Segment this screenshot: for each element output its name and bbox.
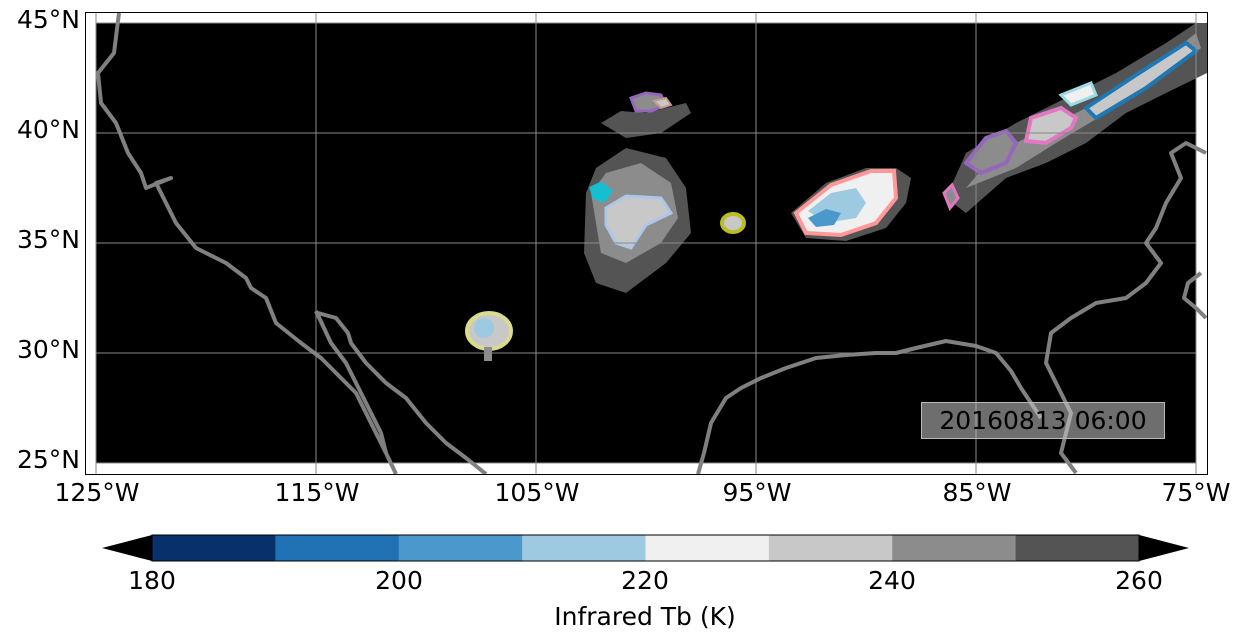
lon-label-85: 85°W (942, 478, 1012, 507)
gridlines (95, 13, 1197, 474)
colorbar-tick-220: 220 (621, 566, 669, 595)
colorbar-segment (1015, 535, 1140, 561)
lat-label-45: 45°N (16, 5, 80, 34)
colorbar-segment (275, 535, 400, 561)
colorbar-segment (522, 535, 647, 561)
colorbar-segment (892, 535, 1017, 561)
lon-label-115: 115°W (274, 478, 360, 507)
colorbar-segment (152, 535, 276, 561)
colorbar-segment (645, 535, 770, 561)
lat-label-35: 35°N (16, 225, 80, 254)
lat-label-30: 30°N (16, 335, 80, 364)
lon-label-105: 105°W (494, 478, 580, 507)
lat-label-25: 25°N (16, 445, 80, 474)
colorbar-tick-200: 200 (375, 566, 423, 595)
lon-label-95: 95°W (722, 478, 792, 507)
map-panel (85, 12, 1208, 475)
cloud-contours (465, 23, 1207, 361)
colorbar-label: Infrared Tb (K) (554, 602, 736, 631)
colorbar-under-arrow (102, 535, 152, 561)
lat-label-40: 40°N (16, 115, 80, 144)
colorbar-segment (768, 535, 893, 561)
colorbar-segment (398, 535, 523, 561)
colorbar-tick-180: 180 (128, 566, 176, 595)
colorbar-over-arrow (1139, 535, 1189, 561)
colorbar (102, 534, 1189, 562)
timestamp-label: 20160813 06:00 (921, 402, 1165, 439)
colorbar-tick-260: 260 (1115, 566, 1163, 595)
lon-label-75: 75°W (1161, 478, 1231, 507)
colorbar-tick-240: 240 (868, 566, 916, 595)
lon-label-125: 125°W (54, 478, 140, 507)
map-canvas (95, 13, 1207, 474)
